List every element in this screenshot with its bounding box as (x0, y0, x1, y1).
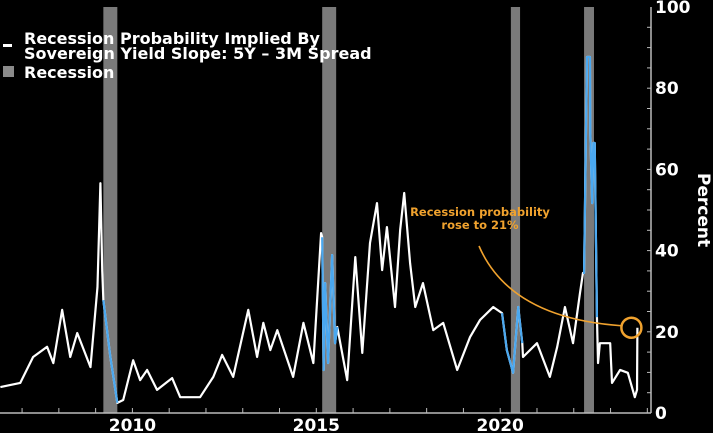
axes: 2010 2015 2020 0 20 40 60 80 100 (0, 0, 691, 433)
legend-line-swatch (3, 44, 12, 47)
series-line-highlight (102, 299, 119, 404)
series-line (0, 55, 639, 404)
recession-bars (103, 7, 594, 413)
annotation-text-line2: rose to 21% (441, 218, 519, 232)
legend-label-series-line2: Sovereign Yield Slope: 5Y – 3M Spread (24, 44, 372, 63)
recession-bar (510, 7, 521, 413)
annotation-connector (478, 245, 622, 327)
x-tick-label: 2010 (109, 416, 156, 433)
series-lines (0, 55, 639, 404)
recession-bar (584, 7, 594, 413)
series-line-highlight (321, 237, 339, 372)
y-axis-title: Percent (693, 173, 713, 247)
y-tick-label: 100 (655, 0, 691, 18)
x-tick-label: 2020 (477, 416, 524, 433)
recession-bar (103, 7, 118, 413)
legend-label-series-line1: Recession Probability Implied By (24, 29, 321, 48)
y-tick-label: 80 (655, 79, 679, 99)
x-tick-label: 2015 (293, 416, 340, 433)
y-tick-label: 20 (655, 323, 679, 343)
legend: Recession Probability Implied By Soverei… (3, 29, 372, 82)
series-line-highlight (500, 305, 524, 374)
legend-recession-swatch (3, 66, 14, 77)
y-tick-label: 40 (655, 242, 679, 262)
series-line-highlight (582, 55, 599, 318)
legend-label-recession: Recession (24, 63, 114, 82)
y-tick-label: 0 (655, 404, 667, 424)
annotation: Recession probability rose to 21% (410, 205, 643, 339)
annotation-highlight-circle (620, 316, 643, 339)
y-tick-label: 60 (655, 160, 679, 180)
annotation-text-line1: Recession probability (410, 205, 550, 219)
